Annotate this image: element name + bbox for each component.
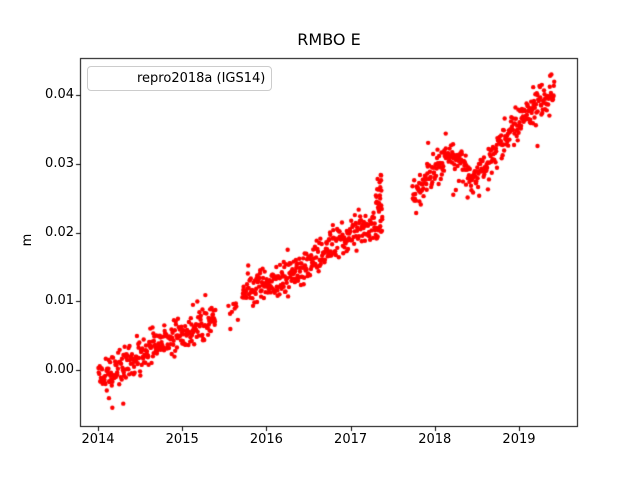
y-tick-label: 0.03 — [45, 155, 74, 171]
y-axis-label: m — [20, 233, 35, 247]
y-tick-label: 0.04 — [45, 87, 74, 103]
x-tick-label: 2015 — [165, 432, 199, 447]
x-tick-label: 2018 — [418, 432, 452, 447]
x-tick-label: 2014 — [81, 432, 115, 447]
chart-title: RMBO E — [297, 30, 361, 49]
legend-marker-dot-icon — [104, 76, 109, 81]
legend: repro2018a (IGS14) — [87, 66, 272, 91]
y-tick-label: 0.02 — [45, 224, 74, 240]
legend-label: repro2018a (IGS14) — [137, 71, 266, 86]
y-tick-label: 0.00 — [45, 361, 74, 377]
y-tick-label: 0.01 — [45, 293, 74, 309]
x-tick-label: 2017 — [334, 432, 368, 447]
x-tick-label: 2016 — [249, 432, 283, 447]
x-tick-label: 2019 — [502, 432, 536, 447]
